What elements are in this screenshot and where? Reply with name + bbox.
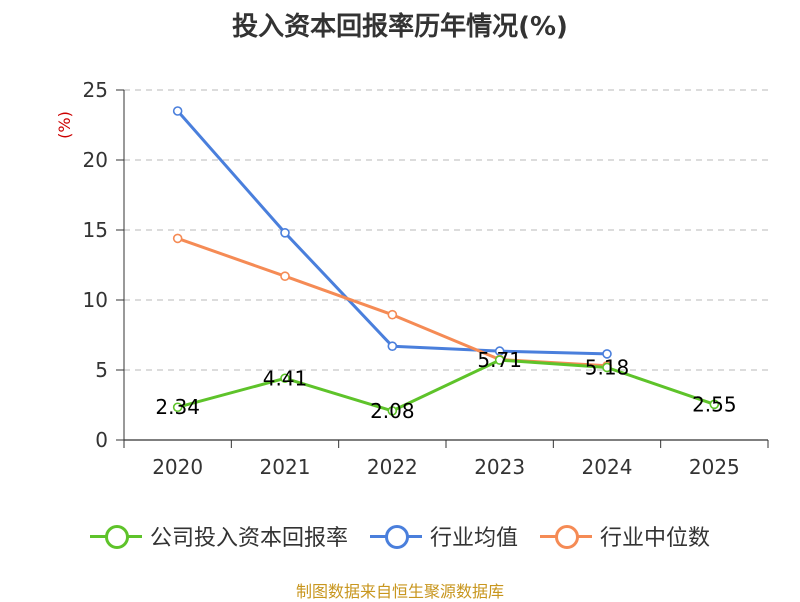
- legend-item-industry-mean[interactable]: 行业均值: [369, 520, 518, 552]
- point-2-2022: [387, 309, 398, 320]
- x-tick-label-2021: 2021: [260, 455, 311, 479]
- legend-item-company[interactable]: 公司投入资本回报率: [89, 520, 348, 552]
- point-0-2021: [280, 373, 290, 384]
- point-0-2025: [709, 399, 720, 410]
- point-0-2024: [602, 362, 612, 373]
- x-tick-label-2025: 2025: [689, 455, 740, 479]
- x-tick-label-2020: 2020: [152, 455, 203, 479]
- point-1-2021: [280, 228, 290, 238]
- y-tick-label-20: 20: [83, 148, 108, 172]
- point-0-2022: [387, 406, 398, 416]
- source-note: 制图数据来自恒生聚源数据库: [295, 582, 504, 601]
- series-points: [172, 106, 720, 416]
- point-1-2022: [387, 341, 398, 352]
- data-label-2024: 5.18: [585, 355, 630, 379]
- legend-label-company: 公司投入资本回报率: [149, 526, 348, 551]
- data-labels: 2.34 4.41 2.08 5.71 5.18 2.55: [155, 348, 736, 423]
- legend: 公司投入资本回报率 行业均值 行业中位数: [0, 520, 800, 552]
- grid-lines: [124, 89, 768, 371]
- legend-label-industry-median: 行业中位数: [600, 526, 711, 551]
- data-label-2021: 4.41: [263, 366, 308, 390]
- legend-item-industry-median[interactable]: 行业中位数: [540, 520, 710, 552]
- legend-label-industry-mean: 行业均值: [429, 526, 518, 551]
- y-tick-label-25: 25: [83, 78, 108, 102]
- data-label-2020: 2.34: [155, 395, 200, 419]
- data-label-2023: 5.71: [477, 348, 522, 372]
- y-tick-label-15: 15: [83, 218, 108, 242]
- legend-swatch-industry-median: [540, 524, 592, 549]
- y-tick-label-0: 0: [95, 428, 108, 452]
- x-tick-label-2023: 2023: [474, 455, 525, 479]
- legend-swatch-industry-mean: [369, 524, 422, 549]
- y-axis-unit-label: (%): [55, 111, 74, 139]
- legend-swatch-company: [89, 524, 142, 549]
- point-2-2020: [172, 233, 183, 244]
- y-tick-label-10: 10: [83, 288, 108, 312]
- point-0-2023: [494, 355, 505, 365]
- x-tick-label-2022: 2022: [367, 455, 418, 479]
- x-tick-label-2024: 2024: [582, 455, 633, 479]
- point-1-2020: [172, 106, 183, 116]
- y-tick-label-5: 5: [95, 358, 108, 382]
- series-line-0: [177, 358, 715, 413]
- chart-title: 投入资本回报率历年情况(%): [232, 12, 568, 42]
- point-0-2020: [172, 402, 183, 413]
- data-label-2022: 2.08: [370, 399, 415, 423]
- series-lines: [176, 110, 715, 413]
- point-1-2024: [602, 349, 612, 359]
- point-2-2021: [280, 271, 290, 282]
- data-label-2025: 2.55: [692, 392, 737, 416]
